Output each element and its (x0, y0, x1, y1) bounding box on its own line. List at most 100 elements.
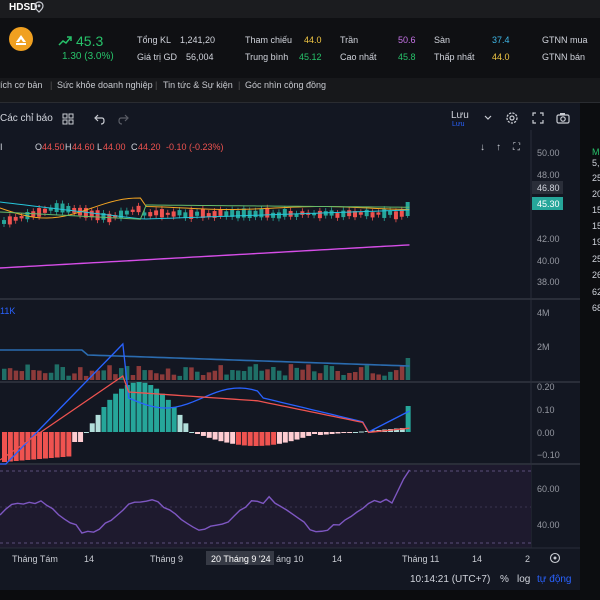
macd-histogram-bar (282, 432, 288, 443)
side-panel-item: 62 (592, 287, 600, 297)
time-axis-label: áng 10 (276, 554, 304, 564)
indicators-button[interactable]: Các chỉ báo (0, 113, 53, 124)
volume-bar (136, 366, 142, 380)
stat-value: 1,241,20 (180, 35, 216, 45)
tab-community[interactable]: Góc nhìn cộng đồng (245, 80, 327, 90)
price-tag-last: 45.30 (537, 199, 560, 209)
candle (364, 209, 369, 217)
candle (189, 209, 194, 219)
move-up-icon[interactable]: ↑ (496, 142, 501, 153)
volume-bar (113, 374, 118, 380)
volume-axis-label: 2M (537, 342, 550, 352)
candle (130, 209, 135, 212)
volume-bar (83, 375, 89, 380)
candle (195, 211, 200, 216)
undo-icon[interactable] (93, 113, 105, 125)
redo-icon[interactable] (118, 113, 130, 125)
candle (142, 212, 147, 216)
macd-histogram-bar (78, 432, 84, 442)
candle (42, 208, 47, 213)
candle (353, 211, 357, 218)
volume-bar (72, 373, 77, 380)
candle (66, 205, 71, 213)
macd-histogram-bar (212, 432, 218, 440)
move-down-icon[interactable]: ↓ (480, 142, 485, 153)
ohlc-close-label: C (131, 142, 138, 152)
macd-histogram-bar (241, 432, 247, 446)
candle (7, 216, 12, 225)
volume-bar (230, 370, 235, 380)
layout-grid-icon[interactable] (62, 113, 74, 125)
ma-10-line (0, 204, 410, 220)
chevron-down-icon[interactable] (484, 114, 492, 122)
collapse-pane-icon[interactable]: ⛶ (512, 142, 521, 153)
candle (399, 209, 404, 217)
bottom-bar (0, 570, 580, 590)
side-panel-item: 5, (592, 158, 600, 168)
fullscreen-icon[interactable] (532, 112, 544, 124)
candle (218, 209, 223, 216)
candle (282, 208, 287, 217)
crosshair-date: 20 Tháng 9 '24 (211, 554, 271, 564)
camera-icon[interactable] (556, 112, 570, 124)
candle (83, 207, 88, 218)
side-panel-item: M (592, 147, 600, 157)
macd-histogram-bar (31, 432, 37, 460)
macd-histogram-bar (48, 432, 54, 458)
volume-bar (353, 372, 358, 380)
macd-histogram-bar (83, 432, 89, 433)
stock-chart[interactable]: I O 44.50 H 44.60 L 44.00 C 44.20 -0.10 … (0, 130, 580, 570)
percent-toggle[interactable]: % (500, 574, 509, 585)
macd-axis-label: −0.10 (537, 450, 560, 460)
stat-label: Trần (340, 35, 359, 45)
tab-company-health[interactable]: Sức khỏe doanh nghiệp (57, 80, 153, 90)
candle (13, 216, 18, 221)
save-button[interactable]: Lưu (451, 110, 469, 121)
candle (347, 210, 352, 217)
volume-bar (335, 370, 340, 380)
candle (54, 203, 59, 213)
side-panel-item: 25 (592, 173, 600, 183)
volume-bar (19, 371, 25, 380)
candle (154, 210, 159, 216)
macd-histogram-bar (19, 432, 25, 461)
macd-histogram-bar (66, 432, 72, 457)
location-pin-icon[interactable] (34, 1, 44, 13)
macd-histogram-bar (370, 430, 376, 432)
macd-histogram-bar (13, 432, 19, 461)
candle (312, 213, 317, 216)
volume-bar (370, 373, 376, 380)
macd-histogram-bar (195, 432, 201, 434)
side-panel-item: 15 (592, 221, 600, 231)
macd-histogram-bar (341, 432, 347, 433)
log-toggle[interactable]: log (517, 574, 531, 585)
ticker-symbol: HDSD (9, 2, 38, 13)
company-logo (9, 27, 33, 51)
macd-histogram-bar (306, 432, 312, 436)
volume-bar (282, 375, 288, 380)
time-axis-label: Tháng 11 (402, 554, 439, 564)
macd-histogram-bar (265, 432, 271, 446)
settings-gear-icon[interactable] (505, 111, 519, 125)
volume-bar (288, 364, 294, 380)
tab-fundamentals[interactable]: ích cơ bản (0, 80, 43, 90)
volume-bar (154, 373, 159, 380)
volume-label: 11K (0, 306, 15, 316)
macd-histogram-bar (230, 432, 236, 444)
ohlc-close: 44.20 (138, 142, 161, 152)
macd-histogram-bar (329, 432, 335, 434)
tab-divider: | (155, 80, 158, 90)
volume-bar (171, 374, 177, 380)
volume-bar (119, 368, 124, 380)
time-settings-icon[interactable] (549, 552, 561, 564)
volume-bar (107, 365, 112, 380)
side-panel-item: 19 (592, 237, 600, 247)
auto-scale-toggle[interactable]: tự động (537, 574, 572, 585)
tab-news-events[interactable]: Tin tức & Sự kiện (163, 80, 233, 90)
stat-value: 45.8 (398, 52, 416, 62)
stat-value: 45.12 (299, 52, 322, 62)
stat-value: 50.6 (398, 35, 416, 45)
macd-axis-label: 0.20 (537, 382, 555, 392)
volume-ma-line (0, 349, 410, 367)
candle (241, 208, 246, 218)
